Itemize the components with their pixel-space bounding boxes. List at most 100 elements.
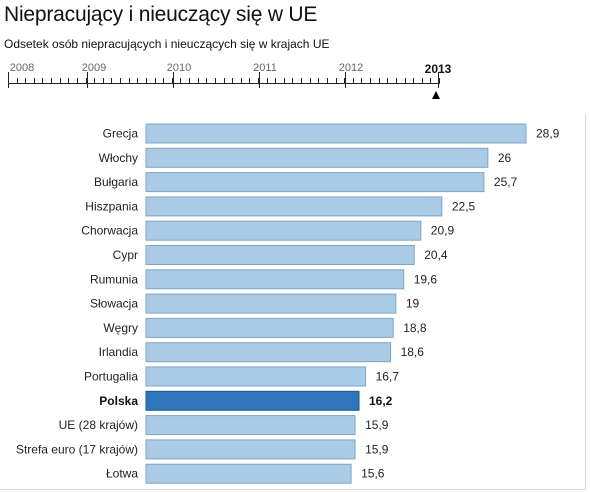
bar-2[interactable] xyxy=(145,172,485,193)
timeline-tick xyxy=(318,78,319,83)
value-label: 18,8 xyxy=(403,321,427,335)
timeline-tick xyxy=(103,78,104,83)
timeline-major-tick xyxy=(87,72,88,88)
value-label: 15,9 xyxy=(365,418,389,432)
value-label: 19 xyxy=(406,297,420,311)
timeline-year-2012[interactable]: 2012 xyxy=(338,62,364,74)
timeline-tick xyxy=(129,78,130,83)
timeline-year-2008[interactable]: 2008 xyxy=(9,62,35,74)
timeline-tick xyxy=(267,78,268,83)
category-label: UE (28 krajów) xyxy=(59,418,138,432)
timeline-tick xyxy=(258,78,259,83)
category-label: Słowacja xyxy=(90,297,138,311)
value-label: 16,2 xyxy=(369,394,393,408)
category-label: Węgry xyxy=(103,321,138,335)
category-label: Polska xyxy=(99,394,138,408)
bar-7[interactable] xyxy=(145,293,397,314)
timeline-tick xyxy=(51,78,52,83)
value-label: 15,9 xyxy=(365,442,389,456)
timeline-major-tick xyxy=(259,72,260,88)
timeline-tick xyxy=(310,78,311,83)
timeline-year-2011[interactable]: 2011 xyxy=(253,62,277,74)
bar-5[interactable] xyxy=(145,245,415,265)
timeline-tick xyxy=(387,78,388,83)
value-label: 16,7 xyxy=(376,370,400,384)
timeline-tick xyxy=(284,78,285,83)
timeline-tick xyxy=(405,78,406,83)
bar-14[interactable] xyxy=(145,463,352,484)
timeline-tick xyxy=(361,78,362,83)
timeline-tick xyxy=(224,78,225,83)
category-label: Strefa euro (17 krajów) xyxy=(16,442,138,456)
timeline-tick xyxy=(198,78,199,83)
timeline-year-2013[interactable]: 2013 xyxy=(424,62,452,76)
timeline-tick xyxy=(111,78,112,83)
bar-6[interactable] xyxy=(145,269,405,290)
bar-13[interactable] xyxy=(145,439,356,460)
category-label: Rumunia xyxy=(90,272,138,286)
timeline-tick xyxy=(292,78,293,83)
bar-3[interactable] xyxy=(145,196,443,217)
category-label: Cypr xyxy=(113,248,138,262)
timeline-axis xyxy=(8,83,440,84)
timeline-tick xyxy=(155,78,156,83)
timeline-major-tick xyxy=(173,72,174,88)
bar-1[interactable] xyxy=(145,147,489,168)
value-label: 25,7 xyxy=(494,175,518,189)
timeline-tick xyxy=(137,78,138,83)
timeline-tick xyxy=(353,78,354,83)
timeline-tick xyxy=(68,78,69,83)
bar-11[interactable] xyxy=(145,390,360,411)
chart-area: Grecja 28,9 Włochy 26 Bułgaria 25,7 Hiszpania 2… xyxy=(0,114,586,490)
bar-4[interactable] xyxy=(145,220,422,241)
timeline-tick xyxy=(344,78,345,83)
timeline-tick xyxy=(86,78,87,83)
timeline-tick xyxy=(275,78,276,83)
timeline-tick xyxy=(396,78,397,83)
timeline-tick xyxy=(146,78,147,83)
timeline-tick xyxy=(17,78,18,83)
timeline-tick xyxy=(439,78,440,83)
timeline-major-tick xyxy=(8,72,9,88)
timeline-tick xyxy=(370,78,371,83)
timeline-tick xyxy=(163,78,164,83)
bar-0[interactable] xyxy=(145,123,527,144)
category-label: Łotwa xyxy=(106,467,138,481)
timeline-tick xyxy=(327,78,328,83)
bar-8[interactable] xyxy=(145,317,394,338)
timeline-tick xyxy=(25,78,26,83)
value-label: 19,6 xyxy=(414,272,438,286)
timeline-slider-handle[interactable] xyxy=(432,91,440,99)
timeline-major-tick xyxy=(438,72,439,88)
value-label: 26 xyxy=(498,151,512,165)
timeline-tick xyxy=(249,78,250,83)
timeline-tick xyxy=(413,78,414,83)
bar-12[interactable] xyxy=(145,415,356,436)
timeline-tick xyxy=(215,78,216,83)
category-label: Włochy xyxy=(99,151,138,165)
bar-10[interactable] xyxy=(145,366,367,387)
timeline-tick xyxy=(241,78,242,83)
value-label: 28,9 xyxy=(536,127,560,141)
timeline-tick xyxy=(189,78,190,83)
timeline-major-tick xyxy=(345,72,346,88)
timeline-year-2010[interactable]: 2010 xyxy=(166,62,192,74)
timeline-tick xyxy=(430,78,431,83)
category-label: Portugalia xyxy=(84,370,138,384)
timeline-tick xyxy=(301,78,302,83)
chart-subtitle: Odsetek osób niepracujących i nieuczącyc… xyxy=(4,37,330,51)
value-label: 20,9 xyxy=(431,224,455,238)
timeline-tick xyxy=(120,78,121,83)
value-label: 22,5 xyxy=(452,199,476,213)
timeline-tick xyxy=(422,78,423,83)
category-label: Irlandia xyxy=(99,345,139,359)
bar-9[interactable] xyxy=(145,342,392,363)
year-timeline[interactable]: 2008 2009 2010 2011 2012 2013 xyxy=(0,56,590,104)
timeline-tick xyxy=(206,78,207,83)
timeline-tick xyxy=(42,78,43,83)
timeline-tick xyxy=(232,78,233,83)
timeline-tick xyxy=(60,78,61,83)
value-label: 18,6 xyxy=(401,345,425,359)
chart-title: Niepracujący i nieuczący się w UE xyxy=(4,3,318,26)
timeline-year-2009[interactable]: 2009 xyxy=(81,62,107,74)
